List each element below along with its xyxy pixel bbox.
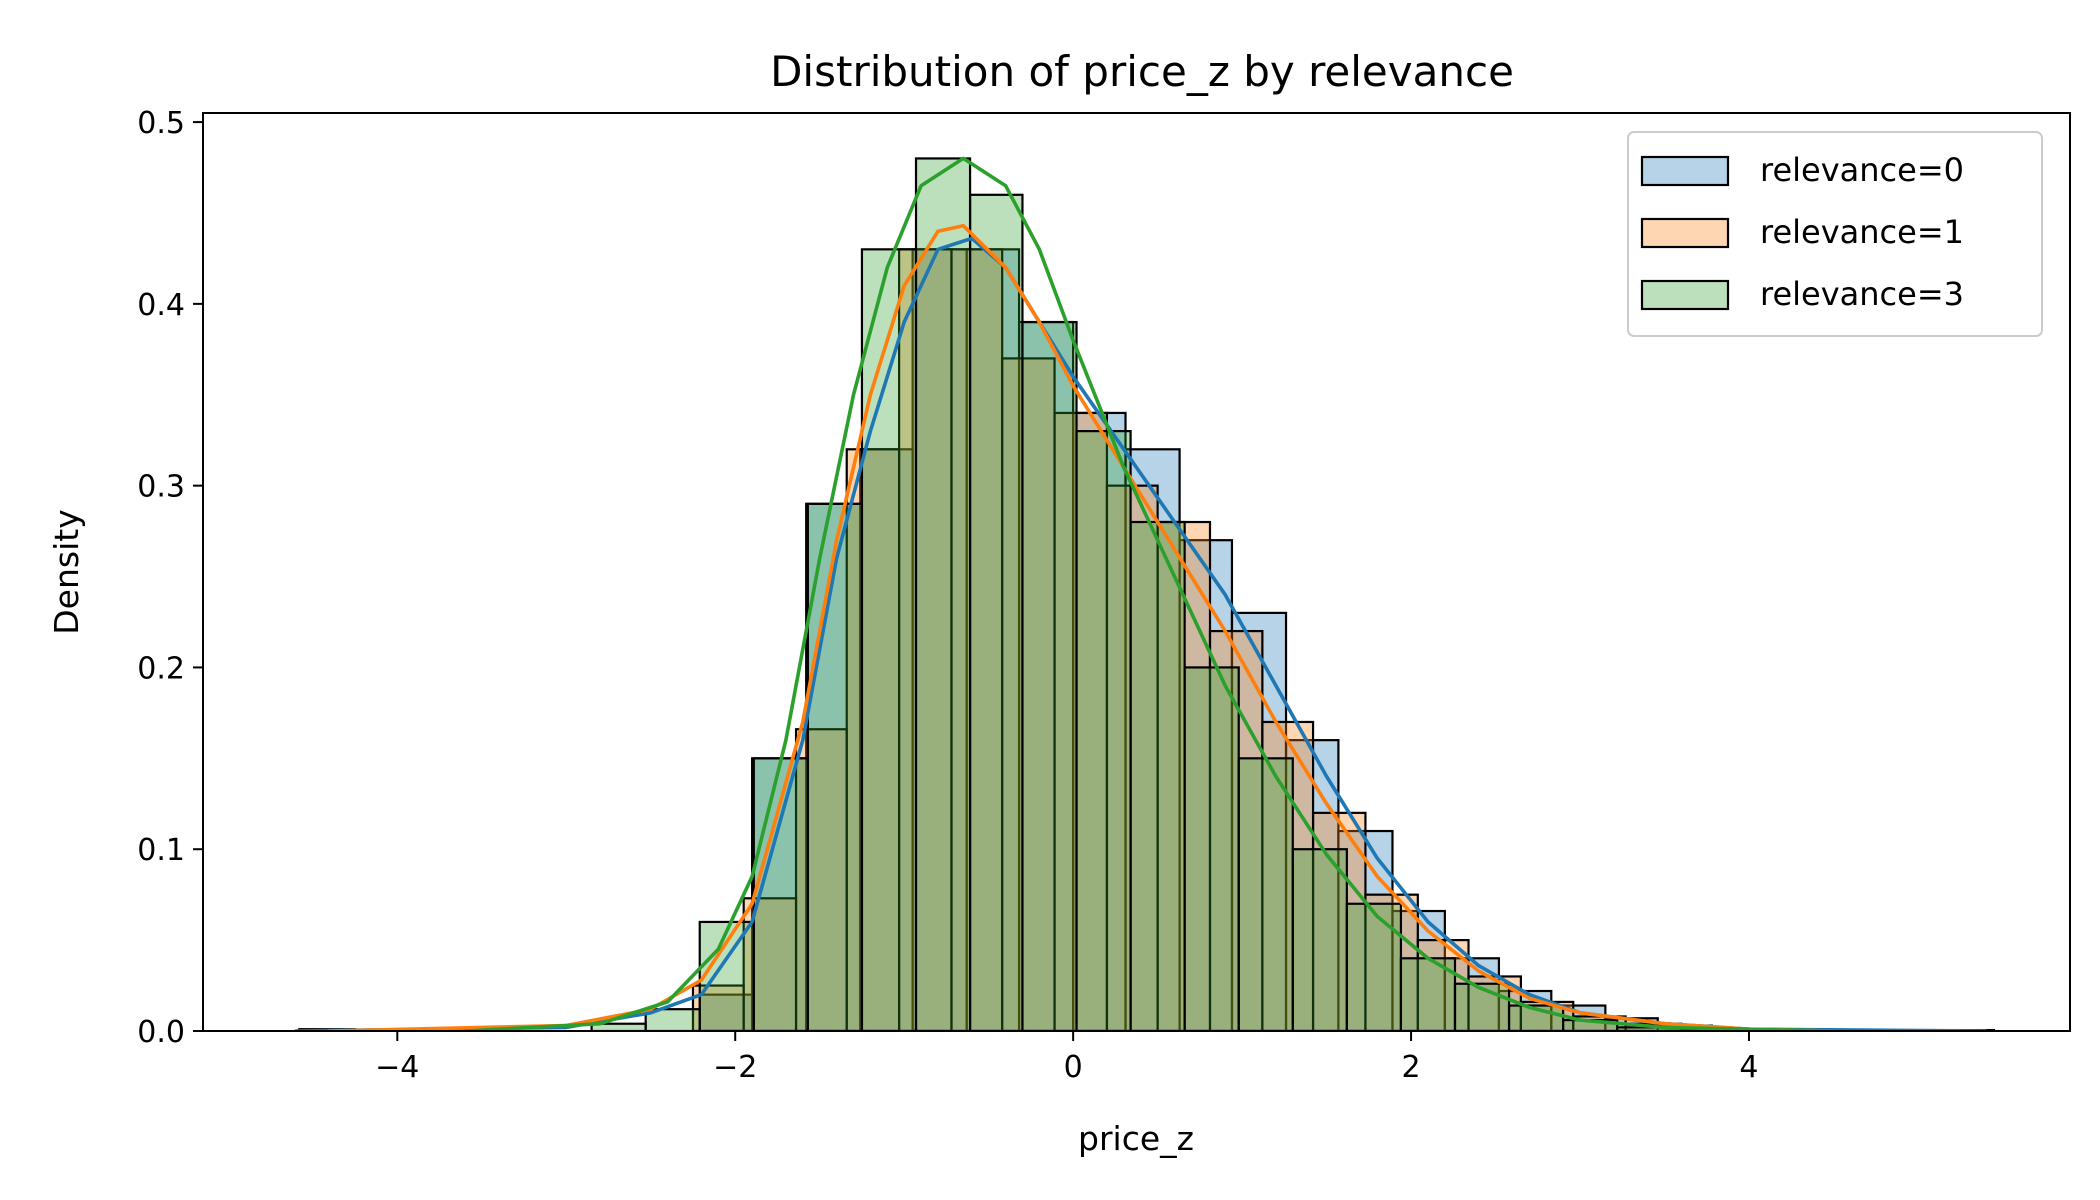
- x-tick-label: 2: [1402, 1050, 1421, 1085]
- y-axis-ticks: 0.0 0.1 0.2 0.3 0.4 0.5: [137, 106, 203, 1050]
- hist-bar-relevance-3-14: [1345, 902, 1403, 1031]
- hist-bar-relevance-1-14: [1364, 893, 1419, 1031]
- x-axis-ticks: −4 −2 0 2 4: [375, 1031, 1759, 1085]
- hist-bar-relevance-0-8: [1072, 411, 1127, 1031]
- y-tick-label: 0.0: [137, 1015, 185, 1050]
- hist-bar-relevance-3-4: [806, 502, 864, 1031]
- y-tick-label: 0.4: [137, 288, 185, 323]
- hist-bar-relevance-3-11: [1183, 666, 1240, 1031]
- y-tick-label: 0.2: [137, 651, 185, 686]
- hist-bar-relevance-3-5: [860, 248, 918, 1031]
- legend-label-relevance-0: relevance=0: [1760, 151, 1964, 189]
- hist-bar-relevance-3-8: [1021, 320, 1078, 1031]
- x-tick-label: −4: [375, 1050, 419, 1085]
- hist-bar-relevance-1-3: [794, 728, 848, 1031]
- hist-bar-relevance-3-7: [968, 193, 1024, 1031]
- kde-curve-relevance-1: [327, 223, 1836, 1031]
- hist-bar-relevance-0-7: [1017, 320, 1075, 1031]
- y-tick-label: 0.1: [137, 833, 185, 868]
- hist-bar-relevance-3-6: [914, 157, 972, 1031]
- legend-swatch-relevance-3: [1640, 279, 1730, 311]
- x-tick-label: −2: [713, 1050, 757, 1085]
- chart-title: Distribution of price_z by relevance: [770, 47, 1514, 96]
- legend-label-relevance-3: relevance=3: [1760, 275, 1964, 313]
- hist-bar-relevance-3-10: [1129, 520, 1186, 1031]
- hist-bar-relevance-0-10: [1178, 539, 1234, 1031]
- legend-box: [1627, 131, 2043, 337]
- plot-area: [294, 156, 1996, 1031]
- hist-bar-relevance-3-16: [1453, 982, 1511, 1031]
- hist-bar-relevance-3-9: [1075, 430, 1132, 1031]
- legend: relevance=0 relevance=1 relevance=3: [1627, 131, 2043, 337]
- x-tick-label: 0: [1064, 1050, 1083, 1085]
- y-tick-label: 0.5: [137, 106, 185, 141]
- x-axis-label: price_z: [1078, 1119, 1194, 1158]
- y-axis-label: Density: [47, 509, 86, 634]
- hist-bar-relevance-3-13: [1291, 848, 1348, 1031]
- hist-bar-relevance-1-7: [1001, 357, 1056, 1031]
- kde-curve-relevance-0: [294, 236, 1988, 1031]
- hist-bar-relevance-1-5: [898, 248, 953, 1031]
- hist-bar-relevance-3-12: [1237, 757, 1294, 1031]
- hist-bar-relevance-1-8: [1053, 411, 1109, 1031]
- x-tick-label: 4: [1739, 1050, 1758, 1085]
- y-tick-label: 0.3: [137, 470, 185, 505]
- hist-bar-relevance-0-4: [859, 448, 914, 1031]
- legend-label-relevance-1: relevance=1: [1760, 213, 1964, 251]
- legend-swatch-relevance-1: [1640, 217, 1730, 249]
- hist-bar-relevance-3-2: [698, 920, 755, 1031]
- kde-curve-relevance-3: [463, 156, 1836, 1031]
- legend-swatch-relevance-0: [1640, 155, 1730, 187]
- axes-frame: [202, 112, 2071, 1032]
